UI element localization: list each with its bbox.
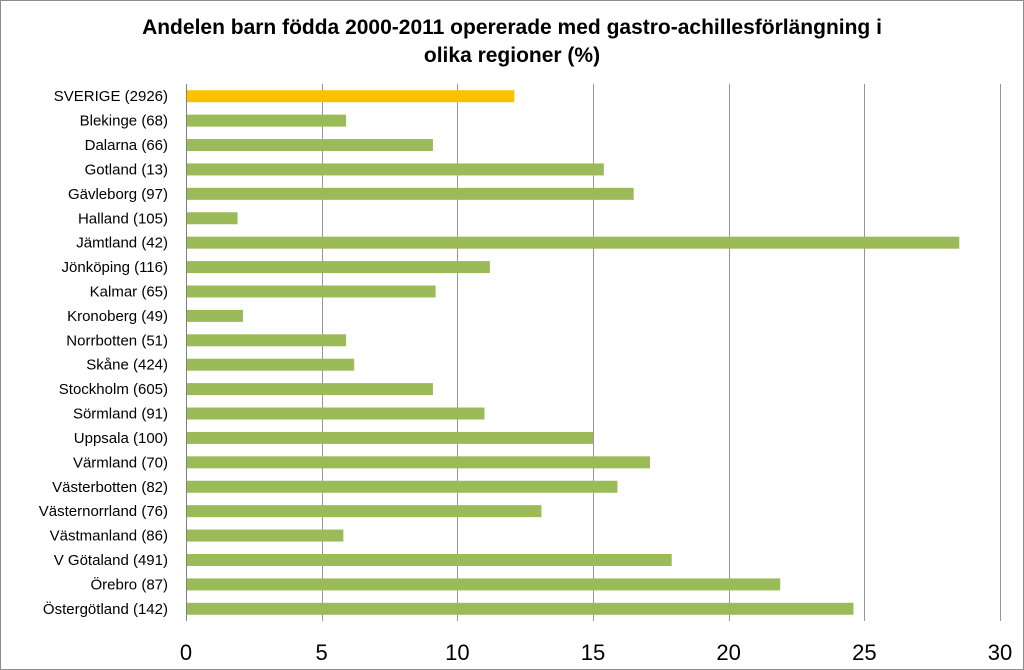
category-label: Örebro (87) (90, 575, 168, 593)
bar-7 (187, 261, 490, 274)
bar-10 (187, 334, 347, 347)
category-label: Norrbotten (51) (66, 332, 168, 349)
bar-21 (187, 602, 854, 615)
x-tick-label: 15 (581, 640, 605, 665)
bar-2 (187, 139, 433, 152)
x-tick-label: 5 (316, 640, 328, 665)
category-label: Västernorrland (76) (39, 503, 168, 520)
bar-14 (187, 431, 593, 444)
bar-15 (187, 456, 650, 469)
x-tick-label: 30 (988, 640, 1012, 665)
category-label: Östergötland (142) (43, 600, 168, 618)
chart-title: Andelen barn födda 2000-2011 opererade m… (142, 16, 882, 67)
x-tick-label: 10 (445, 640, 469, 665)
x-tick-label: 0 (180, 640, 192, 665)
bar-6 (187, 236, 960, 249)
category-label: Västmanland (86) (50, 528, 168, 545)
category-label: Västerbotten (82) (52, 479, 168, 496)
category-label: V Götaland (491) (54, 552, 168, 569)
x-tick-label: 25 (852, 640, 876, 665)
bar-1 (187, 114, 347, 127)
bar-18 (187, 529, 344, 542)
category-label: Gävleborg (97) (68, 186, 168, 203)
category-label: Halland (105) (78, 210, 168, 227)
category-label: Dalarna (66) (85, 137, 168, 154)
category-label: Kronoberg (49) (67, 308, 168, 325)
bar-13 (187, 407, 485, 420)
category-label: Blekinge (68) (80, 113, 168, 130)
category-label: Skåne (424) (86, 357, 168, 374)
category-label: Uppsala (100) (74, 430, 168, 447)
bar-9 (187, 309, 243, 322)
bar-3 (187, 163, 604, 176)
category-label: Sörmland (91) (73, 406, 168, 423)
bar-12 (187, 383, 433, 396)
category-label: SVERIGE (2926) (54, 88, 168, 105)
category-label: Kalmar (65) (90, 283, 168, 300)
bar-16 (187, 480, 618, 493)
category-label: Jönköping (116) (62, 259, 168, 276)
bar-8 (187, 285, 436, 298)
bar-17 (187, 505, 542, 518)
category-label: Stockholm (605) (59, 381, 168, 398)
bar-11 (187, 358, 355, 371)
category-label: Jämtland (42) (76, 235, 168, 252)
bar-0 (187, 90, 515, 103)
bar-20 (187, 578, 781, 591)
bar-19 (187, 553, 672, 566)
x-tick-label: 20 (716, 640, 740, 665)
bar-5 (187, 212, 238, 225)
bar-4 (187, 187, 634, 200)
category-label: Gotland (13) (85, 161, 168, 178)
category-label: Värmland (70) (73, 454, 168, 471)
